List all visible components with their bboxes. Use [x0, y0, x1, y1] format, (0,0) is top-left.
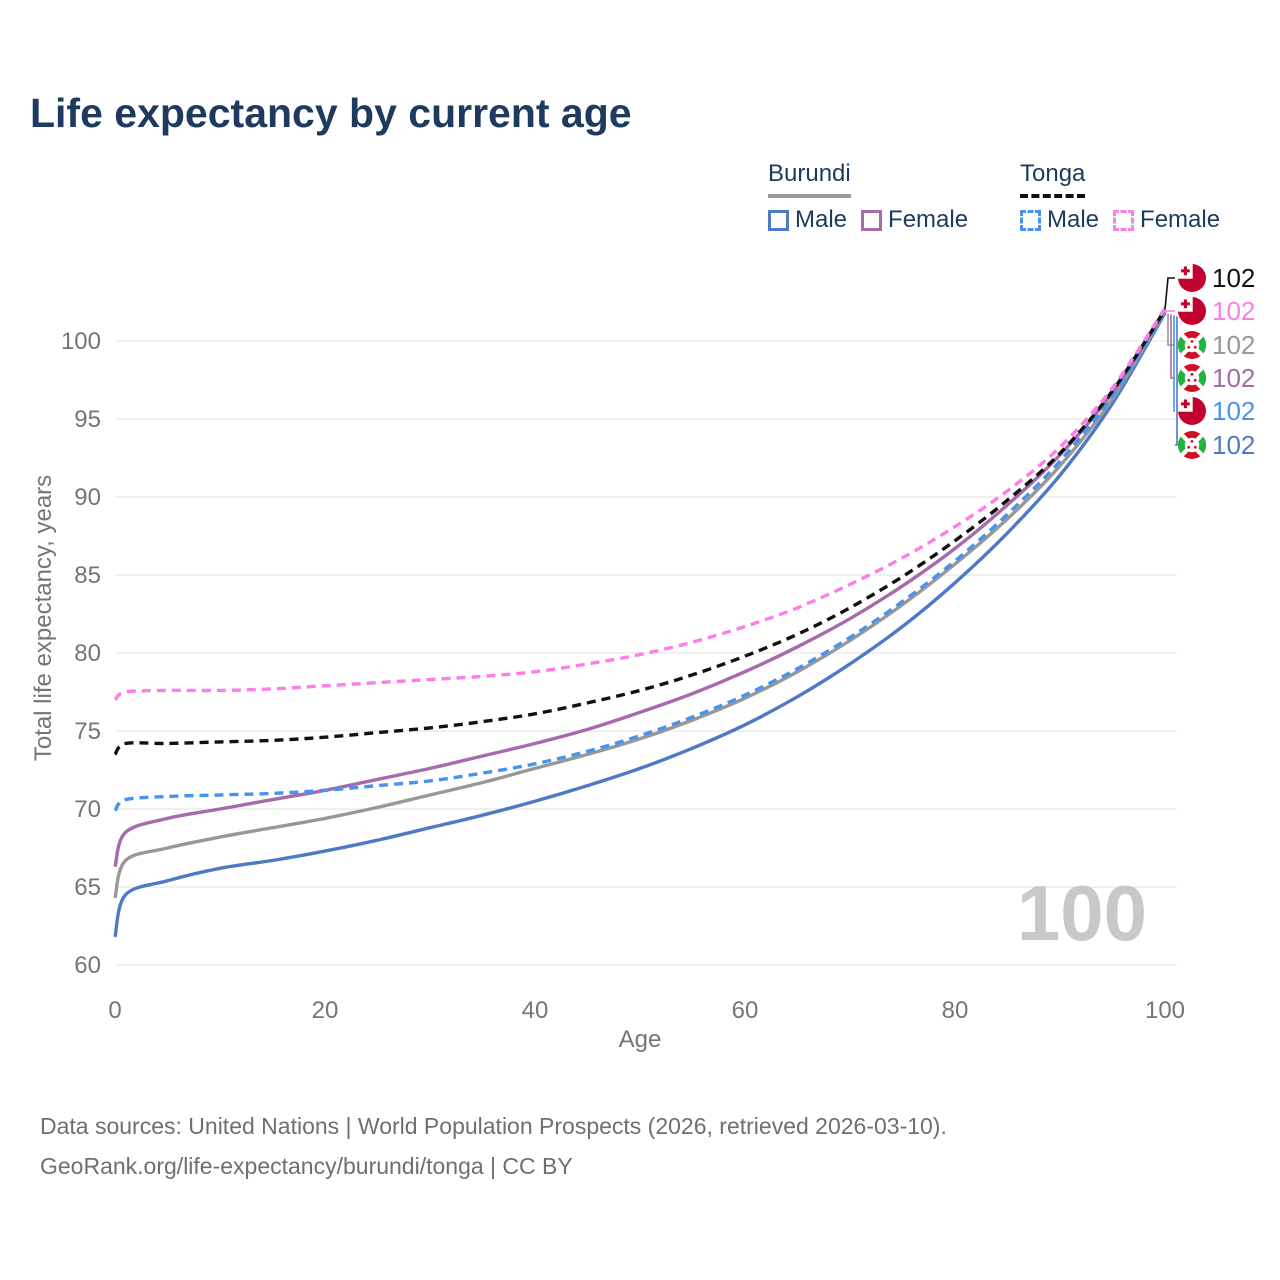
x-tick-20: 20: [312, 997, 339, 1024]
end-label-value: 102: [1212, 396, 1255, 426]
legend-group-burundi: Burundi Male Female: [768, 160, 968, 234]
x-tick-60: 60: [732, 997, 759, 1024]
center-disc: [1184, 370, 1200, 386]
x-axis-title: Age: [618, 1026, 662, 1053]
g: [1178, 331, 1206, 359]
cross-h: [1181, 269, 1190, 273]
g: [1178, 364, 1206, 392]
legend-item-burundi-female[interactable]: Female: [861, 206, 968, 234]
age-watermark: 100: [1016, 869, 1147, 957]
g: [1178, 264, 1206, 292]
legend-country-tonga[interactable]: Tonga: [1020, 160, 1086, 198]
burundi-flag-icon: [1178, 431, 1206, 459]
end-label-value: 102: [1212, 296, 1255, 326]
chart-title: Life expectancy by current age: [30, 90, 632, 136]
line-tonga-total[interactable]: [113, 308, 1167, 756]
burundi-female-swatch: [861, 209, 883, 231]
legend-item-tonga-female[interactable]: Female: [1113, 206, 1220, 234]
end-label-connector-2: [1167, 313, 1175, 346]
x-tick-40: 40: [522, 997, 549, 1024]
x-tick-80: 80: [942, 997, 969, 1024]
y-tick-100: 100: [61, 328, 101, 355]
cross-h: [1181, 302, 1190, 306]
y-axis-title: Total life expectancy, years: [30, 474, 57, 762]
end-label-value: 102: [1212, 430, 1255, 460]
legend-label: Male: [795, 206, 848, 233]
x-tick-0: 0: [108, 997, 121, 1024]
star: [1193, 445, 1197, 449]
end-label-connector-5: [1175, 316, 1178, 446]
legend-country-burundi[interactable]: Burundi: [768, 160, 851, 198]
g: [1178, 297, 1206, 325]
end-label-value: 102: [1212, 363, 1255, 393]
legend-label: Female: [1140, 206, 1221, 233]
data-sources-line: Data sources: United Nations | World Pop…: [40, 1113, 947, 1139]
end-label-burundi-total: 102: [1178, 330, 1255, 360]
y-tick-90: 90: [74, 484, 101, 511]
line-burundi-total[interactable]: [113, 310, 1167, 899]
y-tick-85: 85: [74, 562, 101, 589]
end-label-value: 102: [1212, 263, 1255, 293]
end-label-tonga-female: 102: [1178, 296, 1255, 326]
attribution-line: GeoRank.org/life-expectancy/burundi/tong…: [40, 1153, 573, 1179]
end-label-connector-0: [1164, 277, 1175, 310]
y-tick-70: 70: [74, 796, 101, 823]
end-label-connector-4: [1173, 315, 1175, 412]
center-disc: [1184, 437, 1200, 453]
end-label-burundi-female: 102: [1178, 363, 1255, 393]
end-label-value: 102: [1212, 330, 1255, 360]
y-tick-80: 80: [74, 640, 101, 667]
center-disc: [1184, 337, 1200, 353]
tonga-flag-icon: [1178, 264, 1206, 292]
legend-item-burundi-male[interactable]: Male: [768, 206, 847, 234]
g: [1178, 431, 1206, 459]
y-tick-65: 65: [74, 874, 101, 901]
cross-h: [1181, 402, 1190, 406]
star: [1193, 345, 1197, 349]
line-tonga-male[interactable]: [113, 310, 1167, 812]
legend-label: Male: [1047, 206, 1100, 233]
tonga-female-swatch: [1113, 209, 1135, 231]
legend-item-tonga-male[interactable]: Male: [1020, 206, 1099, 234]
burundi-flag-icon: [1178, 364, 1206, 392]
tonga-male-swatch: [1020, 209, 1041, 231]
legend-label: Female: [888, 206, 969, 233]
line-burundi-male[interactable]: [113, 312, 1167, 938]
tonga-flag-icon: [1178, 397, 1206, 425]
footer: Data sources: United Nations | World Pop…: [40, 1106, 947, 1186]
y-tick-95: 95: [74, 406, 101, 433]
line-tonga-female[interactable]: [113, 307, 1167, 702]
end-label-tonga-total: 102: [1178, 263, 1255, 293]
line-burundi-female[interactable]: [113, 308, 1167, 868]
end-label-burundi-male: 102: [1178, 430, 1255, 460]
g: [1178, 397, 1206, 425]
star: [1193, 378, 1197, 382]
star: [1190, 439, 1194, 443]
y-tick-60: 60: [74, 952, 101, 979]
burundi-flag-icon: [1178, 331, 1206, 359]
burundi-male-swatch: [768, 209, 789, 231]
tonga-flag-icon: [1178, 297, 1206, 325]
star: [1190, 339, 1194, 343]
star: [1187, 345, 1191, 349]
end-label-tonga-male: 102: [1178, 396, 1255, 426]
x-tick-100: 100: [1145, 997, 1185, 1024]
star: [1190, 372, 1194, 376]
star: [1187, 378, 1191, 382]
y-tick-75: 75: [74, 718, 101, 745]
legend-group-tonga: Tonga Male Female: [1020, 160, 1220, 234]
star: [1187, 445, 1191, 449]
